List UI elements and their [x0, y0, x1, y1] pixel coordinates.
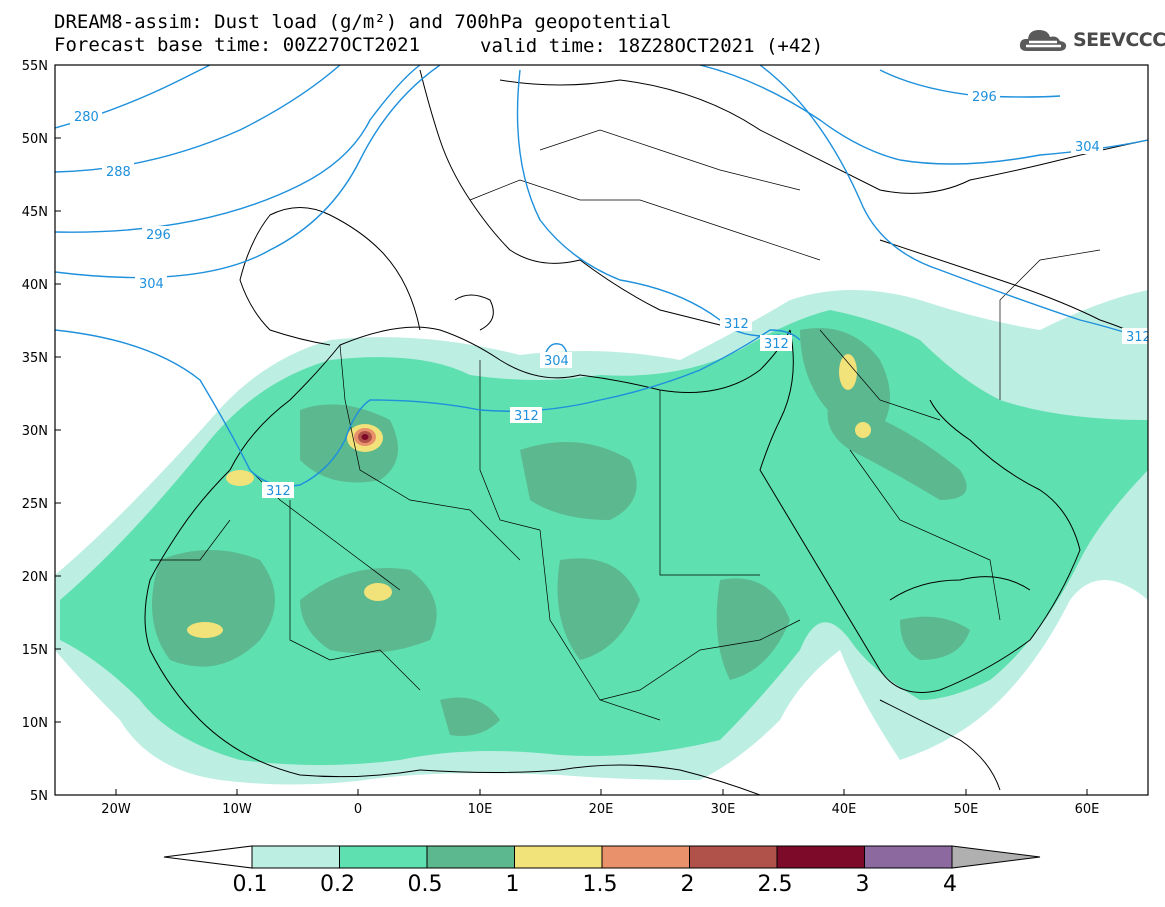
lat-label: 45N — [22, 205, 48, 220]
colorbar-level-label: 0.5 — [408, 872, 443, 897]
lat-label: 5N — [30, 789, 48, 804]
colorbar-swatch — [426, 845, 515, 869]
colorbar — [163, 845, 1041, 869]
latitude-labels: 55N 50N 45N 40N 35N 30N 25N 20N 15N 10N … — [22, 59, 48, 804]
colorbar-under-arrow — [163, 845, 253, 869]
contour-labels: 280 288 296 304 296 304 304 312 312 312 … — [70, 88, 1151, 499]
lat-label: 10N — [22, 716, 48, 731]
lat-label: 40N — [22, 278, 48, 293]
contour-label: 296 — [146, 228, 171, 243]
contour-label: 304 — [1075, 140, 1100, 155]
colorbar-level-label: 3 — [856, 872, 870, 897]
contour-label: 312 — [266, 484, 291, 499]
logo-text: SEEVCCC — [1073, 29, 1165, 51]
lon-label: 10E — [468, 802, 493, 817]
lon-label: 40E — [832, 802, 857, 817]
longitude-axis — [115, 789, 1088, 795]
map-area: 280 288 296 304 296 304 304 312 312 312 … — [55, 65, 1151, 795]
colorbar-level-label: 4 — [943, 872, 957, 897]
map-title: DREAM8-assim: Dust load (g/m²) and 700hP… — [54, 11, 672, 33]
dust-shading-yellow — [187, 354, 871, 638]
seevccc-logo: SEEVCCC — [1017, 22, 1165, 58]
contour-label: 312 — [514, 409, 539, 424]
colorbar-swatch — [339, 845, 428, 869]
colorbar-over-arrow — [951, 845, 1041, 869]
coastlines — [144, 69, 1148, 795]
contour-label: 312 — [764, 337, 789, 352]
cloud-icon — [1019, 30, 1067, 51]
colorbar-swatch — [514, 845, 603, 869]
country-borders — [150, 129, 1101, 721]
valid-time: valid time: 18Z28OCT2021 (+42) — [480, 35, 824, 57]
lon-label: 60E — [1075, 802, 1100, 817]
lat-label: 50N — [22, 132, 48, 147]
lon-label: 10W — [222, 802, 252, 817]
colorbar-level-label: 1.5 — [583, 872, 618, 897]
colorbar-level-label: 0.2 — [320, 872, 355, 897]
colorbar-swatch — [864, 845, 953, 869]
lon-label: 0 — [354, 802, 362, 817]
forecast-base-time: Forecast base time: 00Z27OCT2021 — [54, 34, 421, 56]
lon-label: 20W — [101, 802, 131, 817]
lat-label: 30N — [22, 424, 48, 439]
lat-label: 20N — [22, 570, 48, 585]
lat-label: 15N — [22, 643, 48, 658]
dust-hotspot — [354, 428, 376, 446]
colorbar-swatch — [251, 845, 340, 869]
contour-label: 304 — [139, 277, 164, 292]
lon-label: 20E — [589, 802, 614, 817]
contour-label: 312 — [1126, 330, 1151, 345]
colorbar-level-label: 1 — [506, 872, 520, 897]
longitude-labels: 20W 10W 0 10E 20E 30E 40E 50E 60E — [101, 802, 1099, 817]
colorbar-swatch — [601, 845, 690, 869]
lon-label: 30E — [711, 802, 736, 817]
contour-label: 312 — [724, 317, 749, 332]
contour-label: 280 — [74, 110, 99, 125]
contour-label: 288 — [106, 165, 131, 180]
colorbar-labels: 0.1 0.2 0.5 1 1.5 2 2.5 3 4 — [233, 872, 958, 897]
colorbar-level-label: 2.5 — [758, 872, 793, 897]
lat-label: 35N — [22, 351, 48, 366]
colorbar-swatch — [776, 845, 865, 869]
contour-label: 304 — [544, 354, 569, 369]
colorbar-level-label: 0.1 — [233, 872, 268, 897]
lat-label: 55N — [22, 59, 48, 74]
colorbar-swatch — [689, 845, 778, 869]
latitude-axis — [55, 64, 61, 796]
contour-label: 296 — [972, 90, 997, 105]
colorbar-level-label: 2 — [681, 872, 695, 897]
lat-label: 25N — [22, 497, 48, 512]
lon-label: 50E — [954, 802, 979, 817]
